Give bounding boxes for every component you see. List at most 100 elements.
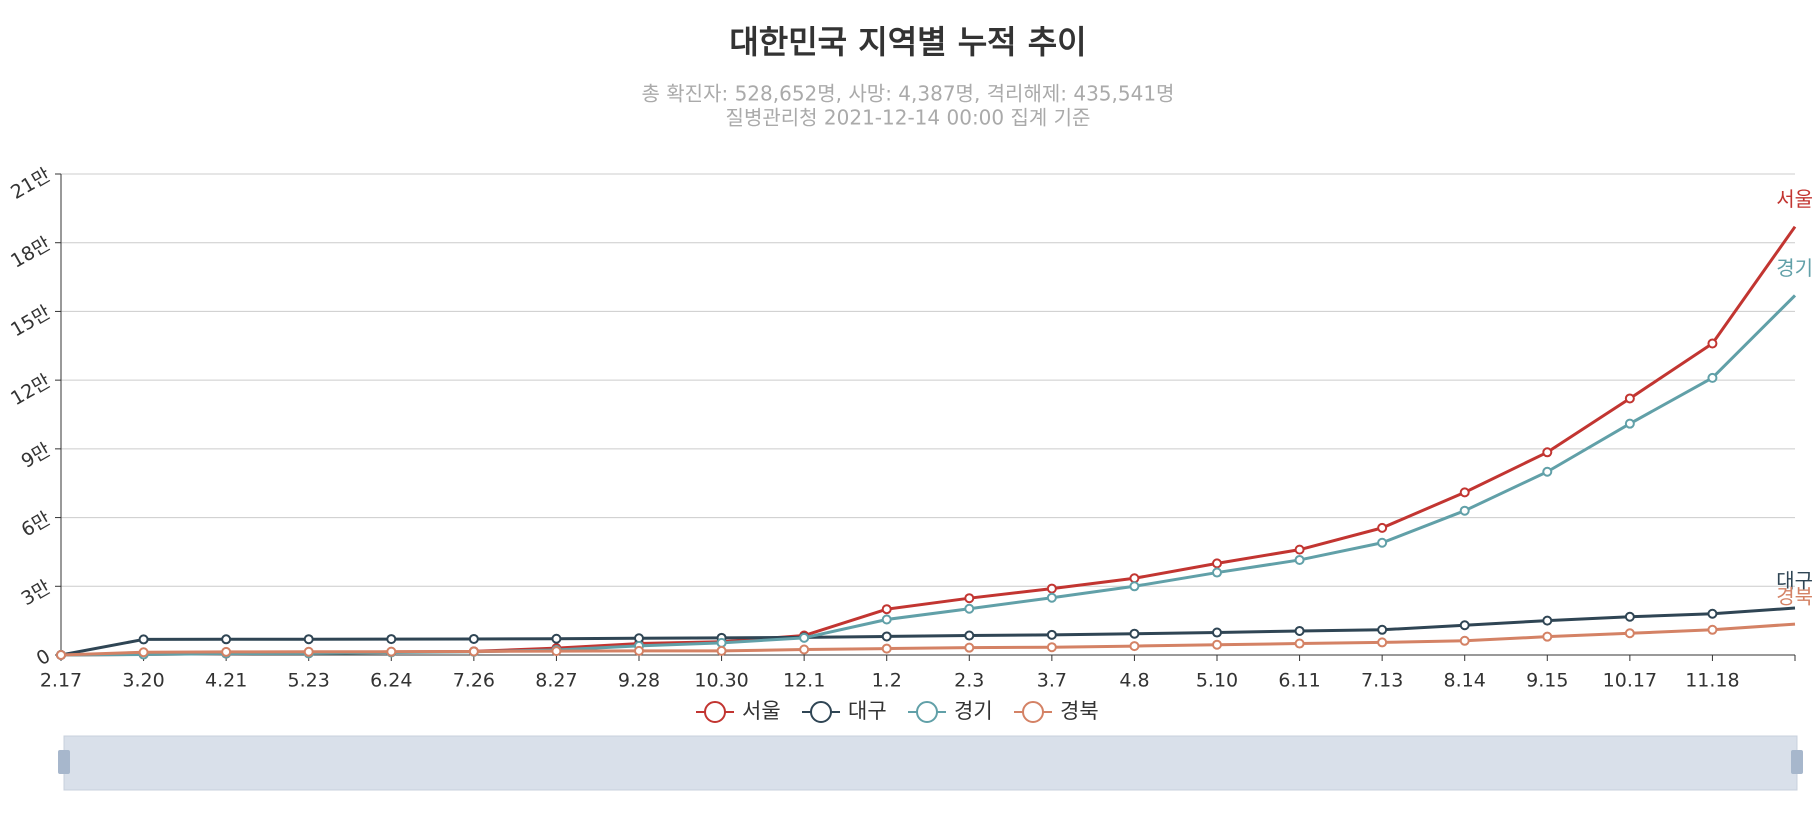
x-tick-label: 12.1 [783,670,825,692]
data-point [881,614,892,625]
data-point [799,632,810,643]
x-tick-label: 3.20 [122,670,164,692]
zoom-handle[interactable] [1791,750,1803,774]
y-tick-label: 21만 [7,164,54,204]
x-tick-label: 9.28 [618,670,660,692]
x-tick-label: 10.30 [694,670,748,692]
x-tick-label: 5.23 [288,670,330,692]
data-point [1294,544,1305,555]
data-point [1294,638,1305,649]
data-point [1542,631,1553,642]
data-point [1212,567,1222,578]
data-point [716,645,727,656]
x-tick-label: 3.7 [1037,670,1067,692]
x-tick-label: 8.27 [535,670,577,692]
data-point [1212,558,1222,569]
data-point [1459,487,1470,498]
data-point [468,633,479,644]
data-point [1129,628,1140,639]
x-tick-label: 6.24 [370,670,412,692]
zoom-window[interactable] [63,735,1798,791]
data-point [881,604,892,615]
data-point [1707,608,1718,619]
x-tick-label: 1.2 [872,670,902,692]
data-point [634,645,644,656]
x-tick-label: 4.21 [205,670,247,692]
legend-symbol [1022,701,1044,723]
data-point [1129,641,1140,652]
end-label: 서울 [1776,187,1813,211]
end-label: 경기 [1776,256,1813,280]
data-point [551,646,562,657]
data-point [386,634,397,645]
data-point [1459,635,1470,646]
series-line [60,622,1796,657]
data-point [1624,628,1635,639]
data-point [881,631,892,642]
legend-label: 경기 [954,699,993,723]
chart-subtitle: 질병관리청 2021-12-14 00:00 집계 기준 [726,106,1091,130]
data-point [1377,522,1388,533]
data-point [56,650,66,660]
y-tick-label: 0 [33,645,54,670]
data-point [1624,393,1635,404]
legend-item[interactable]: 대구 [802,699,887,723]
legend-label: 경북 [1060,699,1099,723]
data-point [881,643,892,654]
data-point [138,634,149,645]
x-tick-label: 9.15 [1526,670,1568,692]
y-tick-label: 12만 [7,370,54,410]
x-tick-label: 8.14 [1444,670,1486,692]
data-point [1459,620,1470,631]
data-point [386,646,397,657]
x-tick-label: 2.17 [40,670,82,692]
data-point [1046,592,1057,603]
data-point [221,634,232,645]
data-point [468,646,479,657]
x-tick-label: 6.11 [1278,670,1320,692]
data-point [1542,447,1553,458]
legend-item[interactable]: 경북 [1014,699,1099,723]
chart-title: 대한민국 지역별 누적 추이 [729,23,1086,61]
chart-subtitle: 총 확진자: 528,652명, 사망: 4,387명, 격리해제: 435,5… [642,82,1175,106]
x-tick-label: 11.18 [1685,670,1739,692]
data-point [1046,642,1057,653]
y-tick-label: 9만 [18,439,55,473]
data-point [1212,627,1222,638]
y-tick-label: 18만 [7,233,54,273]
y-tick-label: 3만 [18,576,55,610]
data-zoom-slider[interactable] [58,735,1803,791]
x-tick-label: 4.8 [1119,670,1149,692]
data-point [1542,466,1553,477]
legend-item[interactable]: 경기 [908,699,993,723]
data-point [1294,554,1305,565]
data-point [1707,338,1718,349]
data-point [1707,372,1718,383]
data-point [964,593,975,604]
data-point [1624,611,1635,622]
data-point [799,644,810,655]
data-point [1542,615,1553,626]
zoom-handle[interactable] [58,750,70,774]
legend-symbol [704,701,726,723]
x-tick-label: 5.10 [1196,670,1238,692]
data-point [1459,505,1470,516]
x-tick-label: 7.26 [453,670,495,692]
legend-symbol [916,701,938,723]
data-point [1129,581,1140,592]
data-point [138,647,149,658]
data-point [1707,624,1718,635]
data-point [1046,583,1057,594]
legend-item[interactable]: 서울 [696,699,781,723]
data-point [1624,418,1635,429]
series-line [60,294,1797,657]
data-point [964,642,975,653]
x-tick-label: 10.17 [1603,670,1657,692]
legend-label: 대구 [848,699,887,723]
x-tick-label: 7.13 [1361,670,1403,692]
x-tick-label: 2.3 [954,670,984,692]
data-point [303,646,314,657]
data-point [1129,573,1140,584]
y-tick-label: 6만 [18,508,55,542]
